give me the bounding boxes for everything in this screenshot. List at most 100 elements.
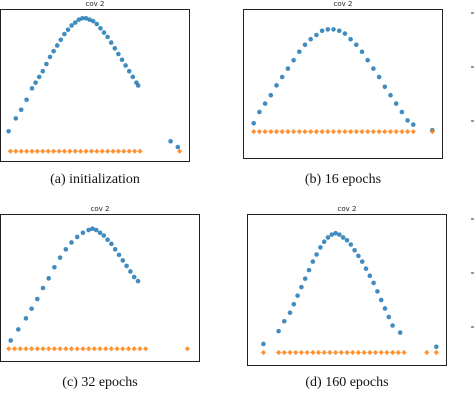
diamond-point-1-26 <box>399 129 405 135</box>
circle-point-0-22 <box>120 258 126 263</box>
diamond-point-1-14 <box>350 349 356 356</box>
circle-point-0-2 <box>282 318 287 324</box>
circle-point-0-3 <box>29 306 34 311</box>
circle-point-0-20 <box>365 57 370 63</box>
circle-point-0-22 <box>376 74 382 80</box>
diamond-point-1-21 <box>390 349 396 356</box>
diamond-point-1-15 <box>355 349 361 356</box>
diamond-point-1-4 <box>293 349 299 356</box>
circle-point-0-5 <box>295 293 300 298</box>
circle-point-0-13 <box>62 31 67 37</box>
circle-point-0-19 <box>109 241 114 247</box>
circle-point-0-0 <box>261 341 266 347</box>
circle-point-0-16 <box>72 20 78 25</box>
diamond-point-1-21 <box>125 346 132 352</box>
diamond-point-1-12 <box>74 346 80 352</box>
circle-point-0-18 <box>354 42 359 48</box>
circle-point-0-16 <box>342 31 348 36</box>
diamond-point-1-11 <box>313 129 319 135</box>
diamond-point-1-28 <box>410 129 416 135</box>
diamond-point-1-27 <box>405 129 411 135</box>
diamond-point-1-3 <box>287 349 293 356</box>
circle-point-0-15 <box>93 227 99 233</box>
circle-point-0-20 <box>87 17 92 23</box>
diamond-point-1-24 <box>387 129 394 135</box>
circle-point-0-8 <box>297 49 302 55</box>
diamond-point-1-3 <box>268 129 274 135</box>
circle-point-0-23 <box>98 26 103 31</box>
circle-point-0-27 <box>378 297 384 303</box>
diamond-point-1-9 <box>56 148 62 154</box>
circle-point-0-4 <box>274 83 279 88</box>
diamond-point-1-15 <box>88 148 94 154</box>
circle-point-0-11 <box>314 32 319 38</box>
diamond-point-1-14 <box>83 148 89 154</box>
circle-point-0-25 <box>371 280 376 286</box>
circle-point-0-8 <box>44 61 49 67</box>
circle-point-0-20 <box>112 247 118 252</box>
circle-point-0-13 <box>86 227 91 233</box>
circle-point-0-29 <box>386 314 392 320</box>
diamond-point-1-25 <box>184 346 190 352</box>
circle-point-0-21 <box>356 253 361 259</box>
diamond-point-1-7 <box>291 129 297 135</box>
scatter-svg <box>6 15 183 154</box>
diamond-point-1-24 <box>424 349 430 356</box>
circle-point-0-9 <box>47 54 53 60</box>
diamond-point-1-15 <box>91 346 97 352</box>
diamond-point-1-8 <box>296 129 302 135</box>
circle-point-0-27 <box>112 46 118 51</box>
diamond-point-1-5 <box>34 148 40 154</box>
circle-point-0-6 <box>299 284 304 290</box>
diamond-point-1-21 <box>370 129 376 135</box>
circle-point-0-9 <box>310 259 316 264</box>
diamond-point-1-17 <box>99 148 105 154</box>
edge-tick <box>471 272 474 274</box>
diamond-point-1-22 <box>126 148 132 154</box>
diamond-point-1-0 <box>7 148 13 154</box>
diamond-point-1-29 <box>429 129 435 135</box>
diamond-point-1-12 <box>72 148 78 154</box>
diamond-point-1-16 <box>361 349 367 356</box>
circle-point-0-4 <box>291 301 297 307</box>
diamond-point-1-25 <box>433 349 439 356</box>
circle-point-0-24 <box>101 30 107 35</box>
edge-tick <box>471 120 474 122</box>
diamond-point-1-13 <box>80 346 86 352</box>
diamond-point-1-16 <box>342 129 348 135</box>
circle-point-0-21 <box>371 66 376 71</box>
panel-caption: (b) 16 epochs <box>304 172 382 187</box>
circle-point-0-21 <box>116 252 122 258</box>
diamond-point-1-3 <box>24 148 30 154</box>
circle-point-0-12 <box>319 28 325 34</box>
plot-area <box>0 9 190 162</box>
circle-point-0-4 <box>29 86 35 91</box>
circle-point-0-6 <box>285 66 291 71</box>
diamond-point-1-6 <box>40 346 46 352</box>
circle-point-0-17 <box>340 235 346 240</box>
circle-point-0-29 <box>119 57 125 63</box>
diamond-point-1-18 <box>108 346 114 352</box>
circle-point-0-2 <box>23 316 29 321</box>
diamond-point-1-20 <box>384 349 390 356</box>
diamond-point-1-0 <box>6 346 12 352</box>
panel-caption: (a) initialization <box>50 172 140 187</box>
circle-point-0-19 <box>83 15 89 21</box>
circle-point-0-16 <box>97 230 103 236</box>
diamond-point-1-4 <box>29 148 35 154</box>
panel-caption: (c) 32 epochs <box>62 375 138 390</box>
circle-point-0-1 <box>257 109 262 115</box>
diamond-point-1-6 <box>40 148 46 154</box>
diamond-point-1-0 <box>251 129 257 135</box>
circle-point-0-10 <box>308 36 313 42</box>
circle-point-0-1 <box>15 327 21 332</box>
circle-point-0-18 <box>105 237 110 242</box>
circle-point-0-14 <box>329 232 335 237</box>
diamond-point-1-7 <box>310 349 316 356</box>
diamond-point-1-10 <box>63 346 69 352</box>
circle-point-0-2 <box>262 101 268 106</box>
circle-point-0-0 <box>8 338 13 343</box>
panel-title: cov 2 <box>333 0 353 8</box>
circle-point-0-26 <box>135 278 141 284</box>
edge-tick <box>471 12 474 14</box>
